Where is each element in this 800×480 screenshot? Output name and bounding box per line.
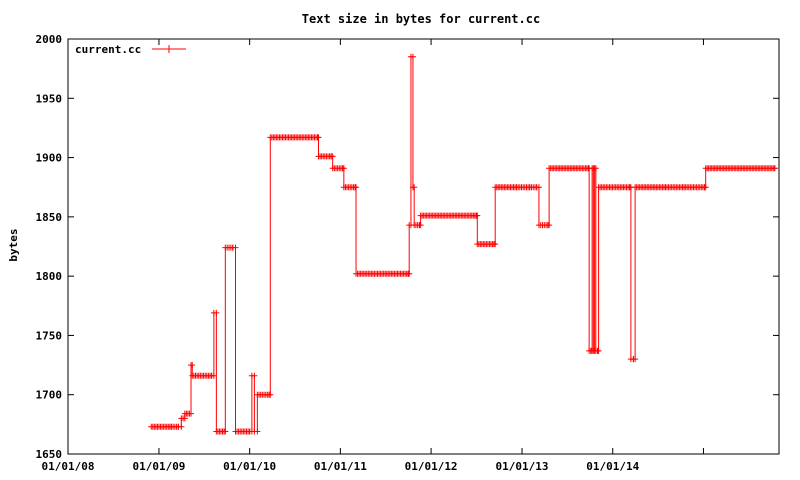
x-tick-label: 01/01/14 <box>586 460 639 473</box>
data-point <box>594 347 602 354</box>
data-point <box>417 212 480 219</box>
data-point <box>328 153 336 160</box>
data-point <box>771 165 778 172</box>
data-point <box>267 134 321 141</box>
data-point <box>221 428 229 435</box>
y-axis: 1650 1700 1750 1800 1850 1900 1950 2000 <box>36 33 779 461</box>
data-point <box>314 134 322 141</box>
data-point <box>702 165 778 172</box>
data-point <box>175 423 185 430</box>
data-point <box>546 165 592 172</box>
data-point <box>701 184 709 191</box>
data-point <box>353 270 412 277</box>
data-point <box>490 241 499 248</box>
legend-label: current.cc <box>75 43 141 56</box>
data-point <box>409 184 418 191</box>
data-point <box>229 244 239 251</box>
x-tick-label: 01/01/12 <box>405 460 458 473</box>
data-point <box>352 184 360 191</box>
data-point <box>544 222 553 229</box>
data-point <box>266 391 274 398</box>
data-point <box>406 222 414 229</box>
series-line <box>151 56 775 432</box>
series-layer <box>148 53 778 435</box>
data-point <box>181 410 195 417</box>
y-axis-label: bytes <box>7 228 20 261</box>
data-point <box>188 362 196 369</box>
data-point <box>339 165 347 172</box>
data-point <box>178 415 188 422</box>
x-tick-label: 01/01/11 <box>314 460 367 473</box>
x-axis: 01/01/08 01/01/09 01/01/10 01/01/11 01/01/12… <box>42 39 704 473</box>
data-point <box>632 184 669 191</box>
x-tick-label: 01/01/09 <box>132 460 185 473</box>
data-point <box>473 212 481 219</box>
y-tick-label: 1950 <box>36 92 63 105</box>
data-point <box>210 309 220 316</box>
y-tick-label: 1700 <box>36 389 63 402</box>
plot-frame <box>67 38 780 455</box>
data-point <box>630 356 639 363</box>
data-point <box>251 428 261 435</box>
y-tick-label: 1800 <box>36 270 63 283</box>
y-tick-label: 1650 <box>36 448 63 461</box>
data-point <box>626 184 634 191</box>
y-tick-label: 1850 <box>36 211 63 224</box>
chart-title: Text size in bytes for current.cc <box>302 12 540 26</box>
data-point <box>208 372 217 379</box>
data-point <box>407 53 416 60</box>
data-point <box>585 165 593 172</box>
x-tick-label: 01/01/08 <box>42 460 95 473</box>
data-point <box>591 165 599 172</box>
data-point <box>405 270 413 277</box>
data-point <box>248 372 258 379</box>
data-point <box>533 184 542 191</box>
data-point <box>416 222 424 229</box>
x-tick-label: 01/01/13 <box>496 460 549 473</box>
y-tick-label: 1900 <box>36 152 63 165</box>
legend: current.cc <box>75 43 186 56</box>
x-tick-label: 01/01/10 <box>223 460 276 473</box>
y-tick-label: 1750 <box>36 329 63 342</box>
data-point <box>246 428 255 435</box>
y-tick-label: 2000 <box>36 33 63 46</box>
data-point <box>595 184 633 191</box>
